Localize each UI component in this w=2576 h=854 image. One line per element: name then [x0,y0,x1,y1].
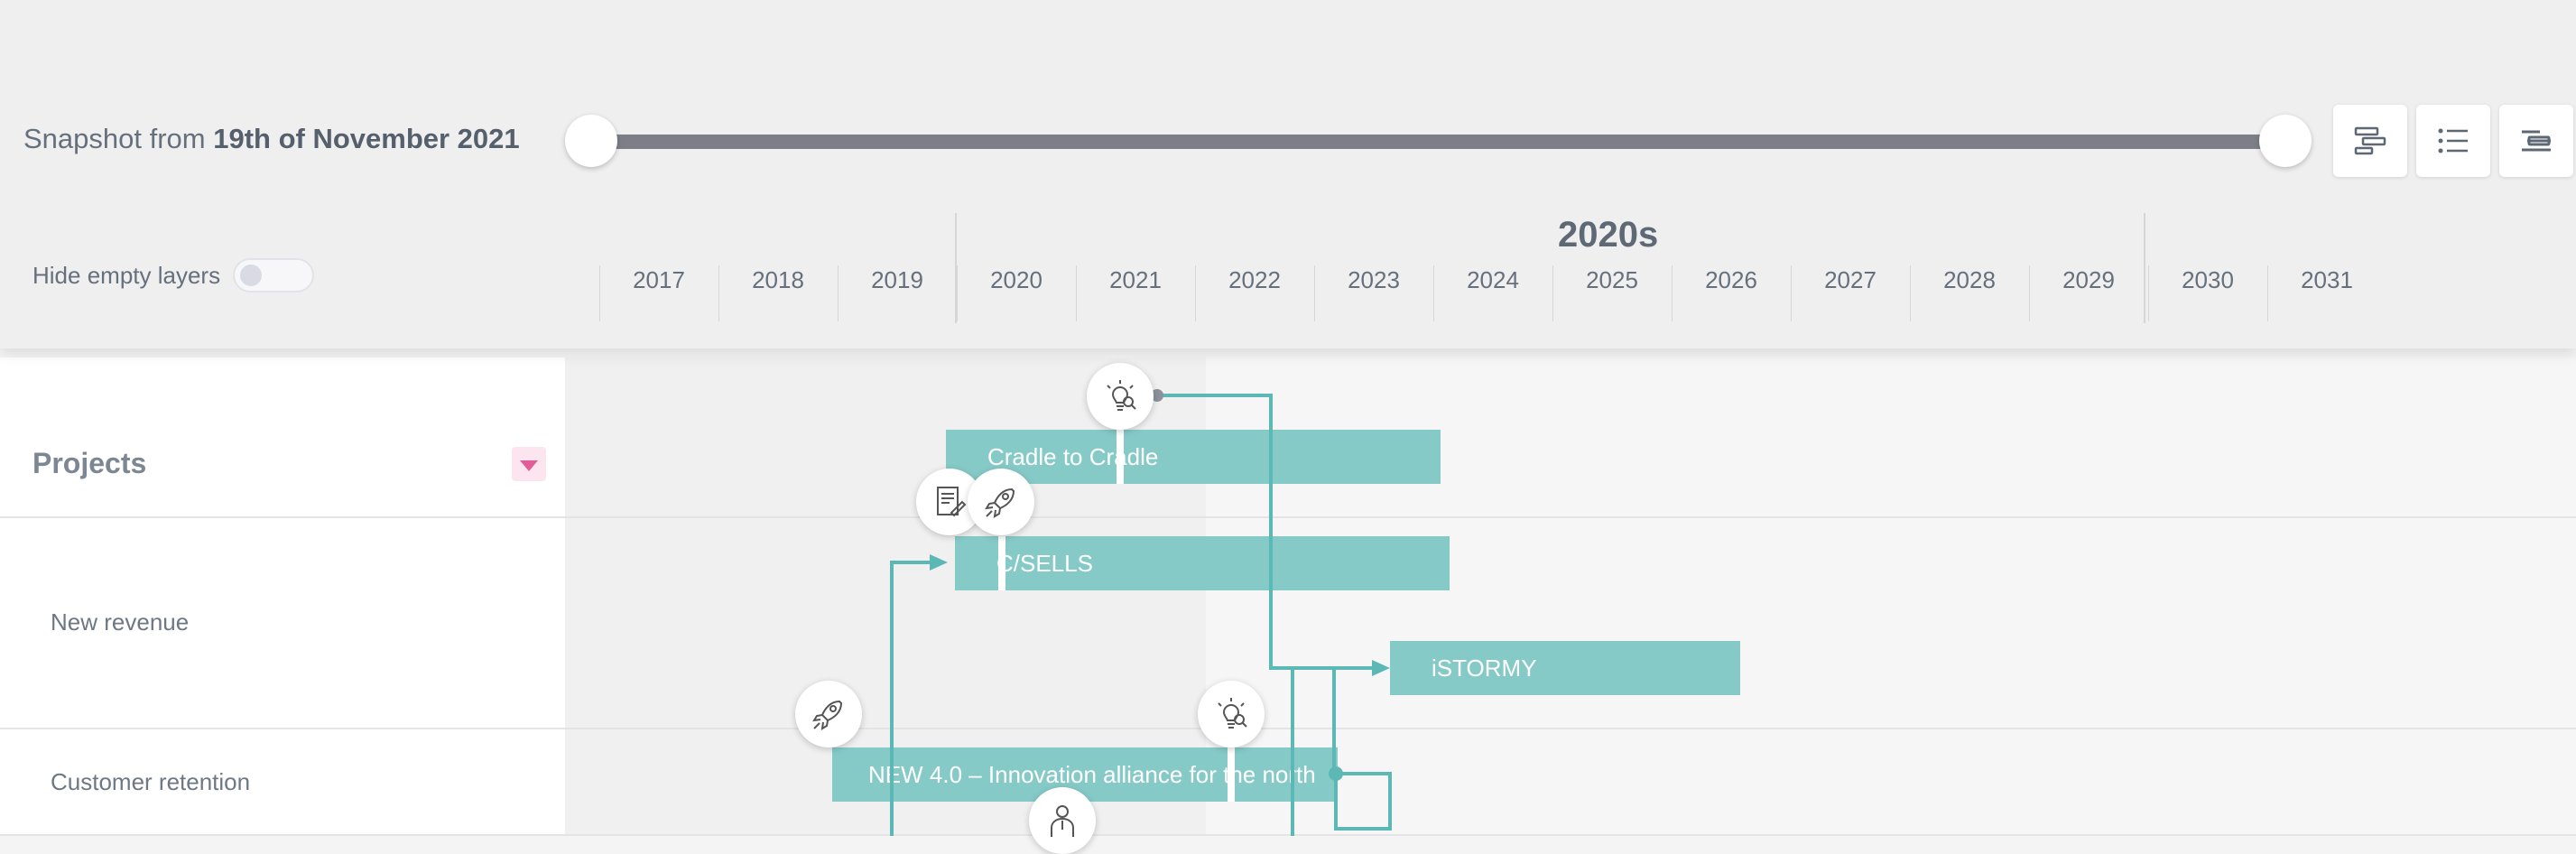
person-icon [1051,805,1074,837]
year-label: 2028 [1943,266,1996,293]
rocket-icon [812,700,843,730]
year-label: 2027 [1824,266,1876,293]
row-divider [0,516,2576,518]
snapshot-prefix: Snapshot from [23,123,206,154]
slider-start-handle[interactable] [565,115,617,167]
year-label: 2023 [1348,266,1400,293]
snapshot-slider-track[interactable] [589,135,2286,149]
decade-divider [955,213,957,323]
hide-empty-layers-label: Hide empty layers [32,262,221,289]
project-bar-csells[interactable]: C/SELLS [955,536,1450,590]
year-label: 2018 [752,266,804,293]
decade-divider [2144,213,2145,323]
gantt-view-button[interactable] [2333,105,2407,177]
compact-view-button[interactable] [2499,105,2573,177]
project-bar-istormy[interactable]: iSTORMY [1390,641,1740,695]
project-bar-new-4-0[interactable]: NEW 4.0 – Innovation alliance for the no… [832,747,1338,802]
gantt-view-icon [2354,126,2386,155]
row-divider [0,834,2576,836]
list-view-icon [2438,128,2468,153]
milestone-idea[interactable] [1087,363,1154,430]
milestone-launch[interactable] [968,469,1034,535]
year-divider [718,265,719,321]
year-label: 2029 [2062,266,2115,293]
year-divider [2148,265,2149,321]
year-divider [1910,265,1911,321]
year-divider [1076,265,1077,321]
list-view-button[interactable] [2416,105,2490,177]
timeline-header: Snapshot from 19th of November 2021 Hide… [0,0,2576,348]
year-label: 2021 [1109,266,1162,293]
document-icon [937,487,967,517]
year-label: 2022 [1228,266,1281,293]
row-label-new-revenue: New revenue [51,608,190,636]
milestone-launch[interactable] [795,681,862,747]
year-divider [599,265,600,321]
year-divider [838,265,839,321]
year-divider [1195,265,1196,321]
lightbulb-icon [1107,380,1136,411]
snapshot-date: 19th of November 2021 [213,123,520,154]
year-label: 2017 [633,266,685,293]
hide-empty-layers-toggle[interactable] [233,258,314,292]
decade-label: 2020s [1558,215,1659,255]
year-divider [1552,265,1553,321]
milestone-idea[interactable] [1198,681,1265,747]
projects-collapse-button[interactable] [512,447,546,481]
year-label: 2025 [1586,266,1638,293]
caret-down-icon [520,459,538,471]
year-divider [1672,265,1673,321]
rocket-icon [985,487,1015,518]
year-label: 2026 [1705,266,1757,293]
projects-section-title: Projects [32,447,147,479]
year-divider [2267,265,2268,321]
layer-panel [0,357,565,836]
year-label: 2031 [2301,266,2353,293]
year-divider [1433,265,1434,321]
year-label: 2020 [990,266,1042,293]
slider-end-handle[interactable] [2259,115,2312,167]
snapshot-label: Snapshot from 19th of November 2021 [23,123,520,155]
year-label: 2024 [1467,266,1519,293]
compact-view-icon [2522,130,2551,152]
year-divider [1314,265,1315,321]
row-label-customer-retention: Customer retention [51,768,251,795]
year-divider [1791,265,1792,321]
year-divider [957,265,958,321]
year-divider [2029,265,2030,321]
row-divider [0,728,2576,729]
lightbulb-icon [1218,698,1247,729]
year-label: 2019 [871,266,923,293]
year-label: 2030 [2182,266,2234,293]
milestone-person[interactable] [1029,787,1096,854]
